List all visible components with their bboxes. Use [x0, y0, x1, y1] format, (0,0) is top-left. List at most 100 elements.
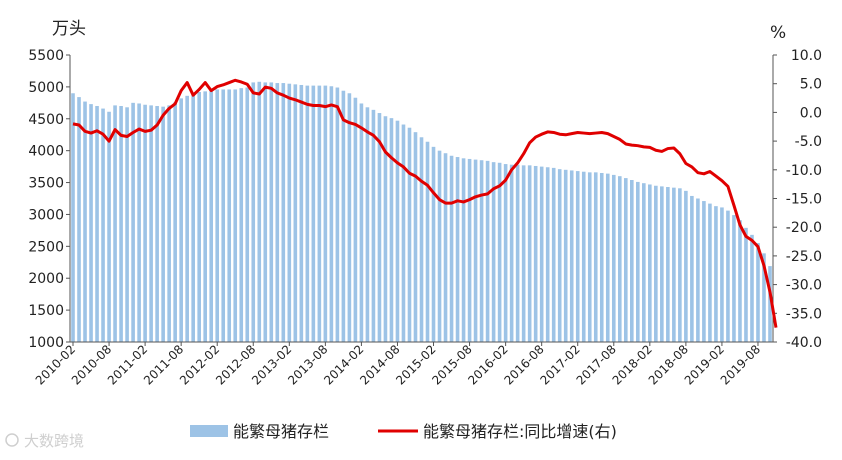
- bar: [521, 165, 526, 342]
- bar: [365, 107, 370, 342]
- bar: [557, 169, 562, 342]
- bar: [611, 174, 616, 342]
- bar: [191, 93, 195, 343]
- bar: [155, 106, 159, 343]
- line-series: [72, 78, 778, 328]
- bar: [89, 104, 93, 342]
- bar: [209, 90, 214, 342]
- bar-series: [71, 81, 772, 343]
- bar: [587, 172, 592, 342]
- bar: [660, 186, 664, 342]
- bar: [305, 85, 310, 343]
- bar: [233, 89, 238, 342]
- watermark: 大数跨境: [5, 432, 84, 450]
- bar: [636, 181, 640, 342]
- right-tick-label: -40.0: [786, 335, 822, 351]
- bar: [437, 150, 442, 342]
- bar: [113, 105, 117, 342]
- bar: [690, 195, 694, 342]
- bar: [527, 165, 532, 342]
- bar: [407, 127, 412, 343]
- bar: [353, 97, 358, 342]
- bar: [185, 95, 189, 342]
- right-axis-unit: %: [770, 23, 786, 43]
- bar: [696, 198, 700, 342]
- bar: [101, 108, 105, 342]
- bar: [449, 155, 454, 342]
- bar: [143, 104, 147, 342]
- bar: [179, 98, 183, 343]
- bar: [485, 160, 490, 342]
- bar: [371, 109, 376, 342]
- right-tick-label: -15.0: [786, 192, 822, 208]
- bar: [768, 266, 772, 342]
- bar: [263, 82, 268, 343]
- bar: [299, 84, 304, 342]
- bar: [341, 90, 346, 342]
- watermark-logo-icon: [5, 433, 19, 447]
- bar: [593, 172, 598, 342]
- bar: [563, 169, 568, 342]
- bar: [672, 187, 676, 342]
- bar: [203, 91, 207, 342]
- bar: [539, 166, 544, 342]
- bar: [83, 101, 87, 342]
- legend-bar-swatch: [190, 425, 228, 437]
- bar: [173, 102, 177, 342]
- bar: [359, 103, 364, 342]
- bar: [395, 120, 400, 342]
- left-tick-label: 1000: [28, 335, 64, 351]
- watermark-text: 大数跨境: [24, 432, 84, 450]
- bar: [551, 167, 556, 342]
- left-tick-label: 4000: [28, 144, 64, 160]
- right-tick-label: 5.0: [800, 77, 822, 93]
- bar: [750, 234, 754, 342]
- bar: [377, 113, 382, 342]
- bar: [473, 159, 478, 342]
- bar: [389, 118, 394, 342]
- bar: [575, 171, 580, 342]
- bar: [77, 97, 81, 342]
- bar: [71, 93, 75, 343]
- left-tick-label: 1500: [28, 303, 64, 319]
- bar: [383, 116, 388, 342]
- bar: [215, 89, 220, 342]
- legend: 能繁母猪存栏 能繁母猪存栏:同比增速(右): [190, 422, 617, 441]
- bar: [221, 89, 226, 342]
- bar: [413, 132, 418, 342]
- bar: [287, 83, 292, 342]
- bar: [617, 176, 622, 342]
- bar: [533, 165, 538, 342]
- legend-line-label: 能繁母猪存栏:同比增速(右): [423, 422, 617, 441]
- bar: [762, 253, 766, 342]
- bar: [335, 87, 340, 342]
- bar: [401, 124, 406, 343]
- right-tick-label: 10.0: [791, 48, 822, 64]
- right-tick-label: -30.0: [786, 278, 822, 294]
- bar: [744, 227, 748, 342]
- yoy-growth-line: [72, 78, 778, 328]
- bar: [311, 85, 316, 343]
- bar: [197, 91, 201, 343]
- bar: [642, 183, 646, 342]
- bar: [251, 82, 256, 343]
- right-tick-label: -5.0: [795, 134, 822, 150]
- bar: [119, 106, 123, 343]
- bar: [239, 88, 244, 342]
- bar: [503, 164, 508, 342]
- bar: [317, 85, 322, 343]
- bar: [515, 164, 520, 342]
- bar: [443, 153, 448, 342]
- bar: [431, 146, 436, 342]
- bar: [323, 85, 328, 343]
- right-tick-label: -35.0: [786, 306, 822, 322]
- bar: [630, 180, 634, 342]
- legend-bar-label: 能繁母猪存栏: [233, 422, 329, 441]
- bar: [702, 201, 706, 342]
- left-tick-label: 3500: [28, 176, 64, 192]
- bar: [545, 167, 550, 342]
- bar: [726, 210, 730, 342]
- bar: [281, 83, 286, 342]
- bar: [497, 162, 502, 342]
- bar: [227, 89, 232, 342]
